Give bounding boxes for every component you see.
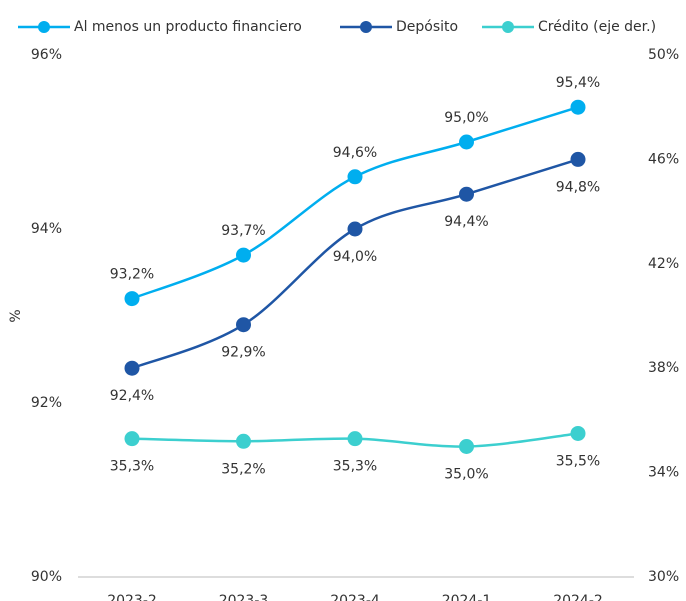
data-point — [236, 247, 251, 263]
y2-tick-label: 42% — [648, 256, 679, 272]
legend-marker — [502, 21, 514, 33]
data-label: 94,6% — [333, 145, 377, 161]
y-tick-label: 94% — [31, 221, 62, 237]
data-label: 94,0% — [333, 249, 377, 265]
data-point — [124, 431, 140, 447]
data-point — [459, 439, 474, 454]
data-label: 92,4% — [110, 388, 154, 404]
y2-tick-label: 30% — [648, 569, 679, 585]
data-point — [570, 151, 586, 167]
data-label: 92,9% — [221, 345, 265, 361]
series-line — [131, 106, 579, 300]
data-label: 35,2% — [221, 461, 265, 477]
data-point — [236, 433, 251, 449]
data-label: 93,2% — [110, 267, 154, 283]
y2-tick-label: 50% — [648, 47, 679, 63]
data-label: 35,3% — [333, 459, 377, 475]
y2-tick-label: 46% — [648, 151, 679, 167]
data-point — [347, 221, 363, 237]
y-axis-label: % — [8, 309, 24, 322]
legend-marker — [360, 21, 372, 33]
x-tick-label: 2023-3 — [219, 593, 269, 601]
legend-label: Depósito — [396, 19, 458, 35]
y-tick-label: 90% — [31, 569, 62, 585]
y-tick-label: 96% — [31, 47, 62, 63]
data-label: 35,0% — [444, 467, 488, 483]
data-label: 93,7% — [221, 223, 265, 239]
y2-tick-label: 34% — [648, 465, 679, 481]
data-point — [570, 425, 586, 441]
data-point — [459, 186, 474, 202]
data-label: 95,0% — [444, 110, 488, 126]
y-tick-label: 92% — [31, 395, 62, 411]
x-tick-label: 2024-1 — [442, 593, 492, 601]
data-point — [124, 360, 140, 376]
x-tick-label: 2023-2 — [107, 593, 157, 601]
legend-label: Al menos un producto financiero — [74, 19, 302, 35]
data-point — [347, 169, 363, 185]
data-label: 94,4% — [444, 214, 488, 230]
data-label: 95,4% — [556, 75, 600, 91]
data-label: 35,5% — [556, 453, 600, 469]
data-label: 94,8% — [556, 179, 600, 195]
data-label: 35,3% — [110, 459, 154, 475]
legend-marker — [38, 21, 50, 33]
legend-label: Crédito (eje der.) — [538, 19, 656, 35]
data-point — [236, 317, 251, 333]
x-tick-label: 2023-4 — [330, 593, 380, 601]
x-tick-label: 2024-2 — [553, 593, 603, 601]
data-point — [347, 431, 363, 447]
data-point — [459, 134, 474, 150]
data-point — [570, 99, 586, 115]
data-point — [124, 291, 140, 307]
y2-tick-label: 38% — [648, 360, 679, 376]
